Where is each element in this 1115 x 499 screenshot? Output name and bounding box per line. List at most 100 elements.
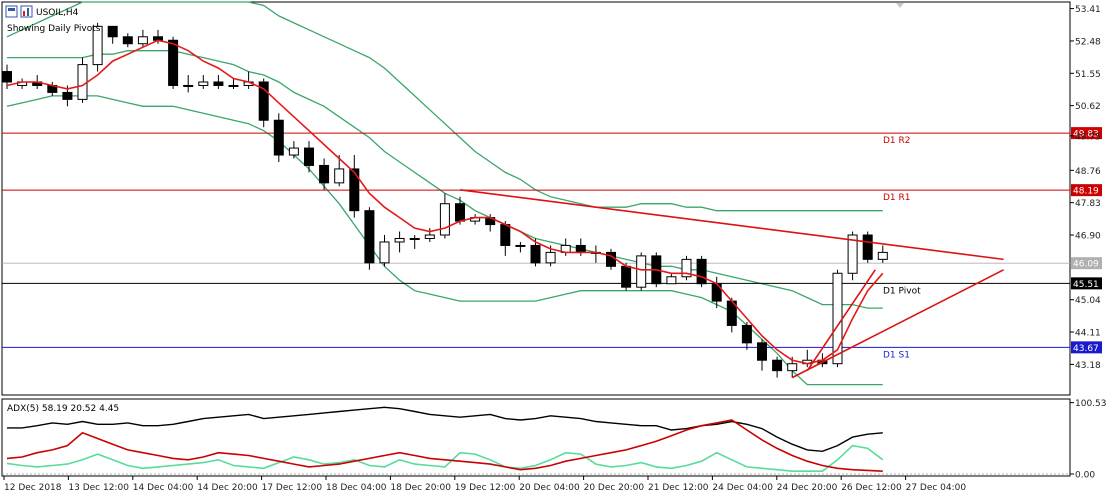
time-tick-label: 19 Dec 12:00: [455, 483, 516, 493]
trendline: [791, 269, 1004, 379]
price-tick-label: 45.04: [1075, 296, 1101, 306]
candle-body: [862, 234, 873, 260]
candle-body: [575, 244, 586, 253]
candle-body: [137, 36, 148, 45]
pivot-label: D1 Pivot: [883, 286, 921, 296]
candle-body: [757, 342, 767, 361]
candle-body: [92, 25, 103, 66]
band-lower-line: [6, 95, 883, 386]
candle-body: [183, 84, 194, 87]
current-price-tag-text: 46.09: [1073, 260, 1099, 270]
main-chart-frame: [1, 1, 1071, 396]
price-tick-label: 46.90: [1075, 232, 1101, 242]
candle-body: [168, 39, 179, 86]
moving-average-line: [6, 39, 884, 365]
candle-body: [696, 258, 707, 285]
price-tick-label: 44.11: [1075, 329, 1101, 339]
candle-body: [198, 81, 209, 86]
price-tag-bg: [1071, 127, 1102, 140]
candle-body: [515, 244, 526, 247]
price-tick-label: 47.83: [1075, 199, 1101, 209]
candle-body: [213, 81, 224, 86]
chart-window-icon-bar: [8, 8, 15, 11]
moving-average: [6, 39, 884, 365]
candle-body: [77, 64, 88, 100]
candle-body: [877, 251, 888, 260]
symbol-label: USOIL,H4: [36, 8, 79, 18]
candle-body: [349, 168, 360, 212]
chart-window-icon[interactable]: [5, 5, 18, 18]
price-tick-label: 50.62: [1075, 102, 1101, 112]
candle-body: [424, 234, 435, 239]
plus-di-line: [6, 444, 884, 473]
time-tick-label: 26 Dec 12:00: [841, 483, 902, 493]
adx-tick-label: 0.00: [1075, 471, 1095, 481]
trendline: [806, 269, 876, 372]
current-price-tag-bg: [1071, 257, 1102, 270]
time-tick-label: 21 Dec 12:00: [648, 483, 709, 493]
candle-body: [62, 91, 73, 100]
candle-body: [258, 81, 269, 121]
price-tick-label: 51.55: [1075, 70, 1101, 80]
pivot-lines: D1 R2 49.83 D1 R1 48.19 D1 Pivot 45.51 D1 S1 43…: [2, 127, 1102, 360]
price-tag-bg: [1071, 277, 1102, 290]
adx-label: ADX(5) 58.19 20.52 4.45: [7, 404, 119, 414]
time-tick-label: 17 Dec 12:00: [262, 483, 323, 493]
time-tick-label: 24 Dec 20:00: [777, 483, 838, 493]
candle-body: [741, 324, 752, 344]
candle-body: [334, 168, 345, 184]
time-tick-label: 20 Dec 04:00: [519, 483, 580, 493]
candle-body: [500, 224, 511, 246]
time-tick-label: 20 Dec 20:00: [584, 483, 645, 493]
candle-body: [288, 147, 299, 156]
price-tick-label: 48.76: [1075, 167, 1101, 177]
price-tick-label: 43.18: [1075, 361, 1101, 371]
price-axis: 53.41 52.48 51.55 50.62 49.75 48.76 47.83 46.90…: [1070, 5, 1107, 481]
candle-body: [847, 234, 858, 274]
minus-di-line: [6, 419, 883, 472]
time-tick-label: 18 Dec 20:00: [390, 483, 451, 493]
price-tag-text: 45.51: [1073, 280, 1099, 290]
time-tick-label: 12 Dec 2018: [4, 483, 62, 493]
price-tick-label: 52.48: [1075, 37, 1101, 47]
price-tag-text: 43.67: [1073, 344, 1099, 354]
candle-body: [681, 258, 692, 278]
pivots-subtitle: Showing Daily Pivots: [7, 24, 101, 34]
scroll-marker-icon[interactable]: [896, 3, 904, 8]
trendline: [459, 189, 1004, 261]
band-upper-line: [6, 1, 883, 212]
candle-body: [319, 164, 330, 184]
candle-body: [545, 251, 556, 264]
time-tick-label: 18 Dec 04:00: [326, 483, 387, 493]
chart-header: USOIL,H4 Showing Daily Pivots: [5, 5, 101, 34]
candle-body: [273, 119, 284, 156]
candle-body: [772, 359, 783, 372]
candle-body: [2, 71, 12, 83]
price-tick-label: 49.75: [1075, 132, 1101, 142]
candle-body: [304, 147, 314, 166]
adx-panel-frame: [1, 398, 1071, 477]
pivot-label: D1 R2: [883, 136, 911, 146]
time-tick-label: 13 Dec 12:00: [68, 483, 129, 493]
time-tick-label: 14 Dec 20:00: [197, 483, 258, 493]
price-tag-text: 49.83: [1073, 130, 1099, 140]
candle-body: [666, 276, 677, 285]
candle-body: [787, 363, 798, 372]
chart-properties-icon-bar: [23, 11, 25, 16]
adx-indicator: [2, 406, 1070, 475]
candle-body: [530, 244, 541, 264]
adx-tick-label: 100.53: [1075, 399, 1107, 409]
chart-properties-icon[interactable]: [20, 5, 33, 18]
candle-body: [394, 237, 405, 243]
chart-properties-icon-bar: [27, 8, 29, 16]
candle-body: [455, 203, 465, 222]
price-tag-bg: [1071, 341, 1102, 354]
candle-body: [621, 265, 632, 288]
time-tick-label: 14 Dec 04:00: [133, 483, 194, 493]
price-tag-bg: [1071, 184, 1102, 197]
candle-body: [228, 84, 239, 87]
pivot-label: D1 S1: [883, 350, 910, 360]
time-tick-label: 24 Dec 04:00: [712, 483, 773, 493]
candle-body: [364, 210, 375, 264]
